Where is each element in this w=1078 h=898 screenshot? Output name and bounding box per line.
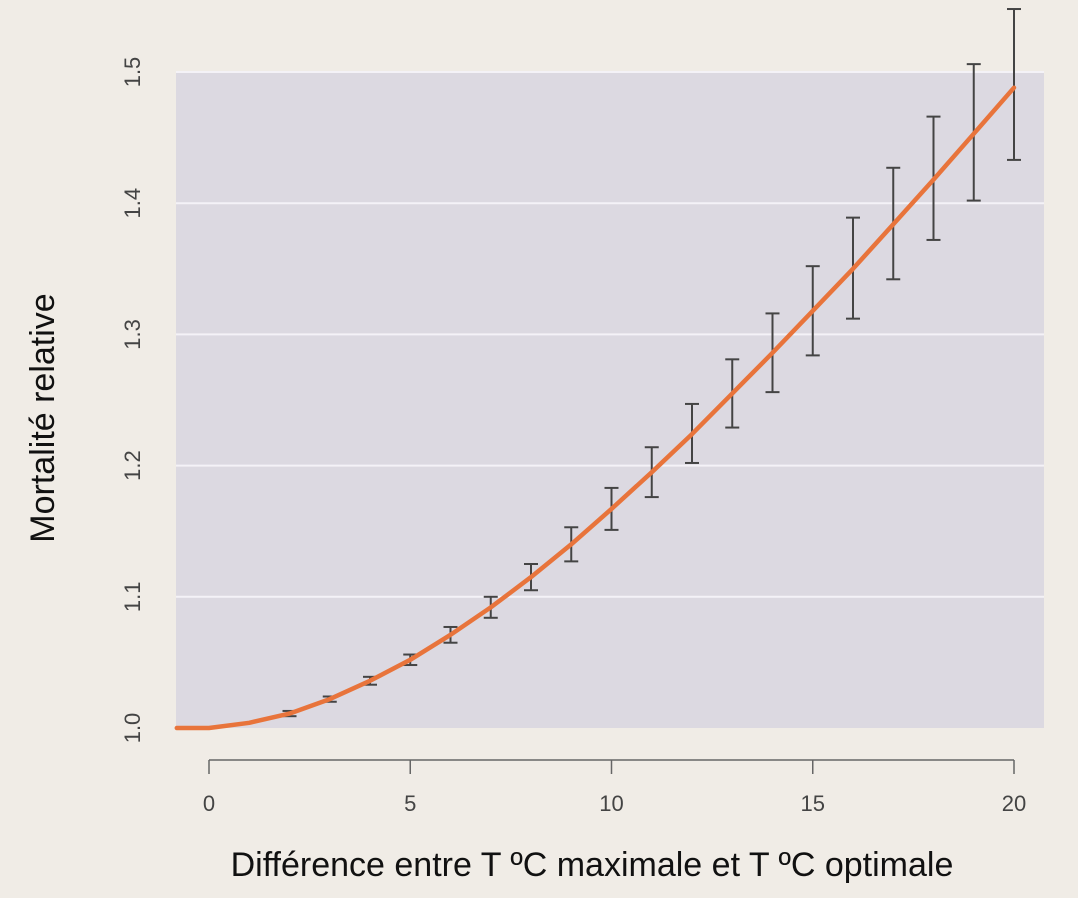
y-tick-label-1.2: 1.2	[120, 450, 145, 481]
x-axis-label: Différence entre T ºC maximale et T ºC o…	[231, 846, 954, 884]
y-axis-label: Mortalité relative	[24, 293, 62, 542]
gridlines	[176, 71, 1044, 598]
y-tick-label-1.4: 1.4	[120, 188, 145, 219]
y-tick-label-1.5: 1.5	[120, 57, 145, 88]
x-tick-label-10: 10	[599, 791, 623, 816]
y-tick-label-1.3: 1.3	[120, 319, 145, 350]
error-bar-x20	[1007, 8, 1021, 161]
x-tick-label-15: 15	[801, 791, 825, 816]
series-line	[174, 85, 1017, 731]
y-axis: 1.0 1.1 1.2 1.3 1.4 1.5	[120, 57, 145, 744]
x-axis: 0 5 10 15 20	[203, 759, 1026, 816]
x-tick-label-0: 0	[203, 791, 215, 816]
y-tick-label-1.0: 1.0	[120, 713, 145, 744]
plot-panel	[176, 72, 1044, 728]
x-tick-label-20: 20	[1002, 791, 1026, 816]
y-tick-label-1.1: 1.1	[120, 582, 145, 613]
x-tick-label-5: 5	[404, 791, 416, 816]
